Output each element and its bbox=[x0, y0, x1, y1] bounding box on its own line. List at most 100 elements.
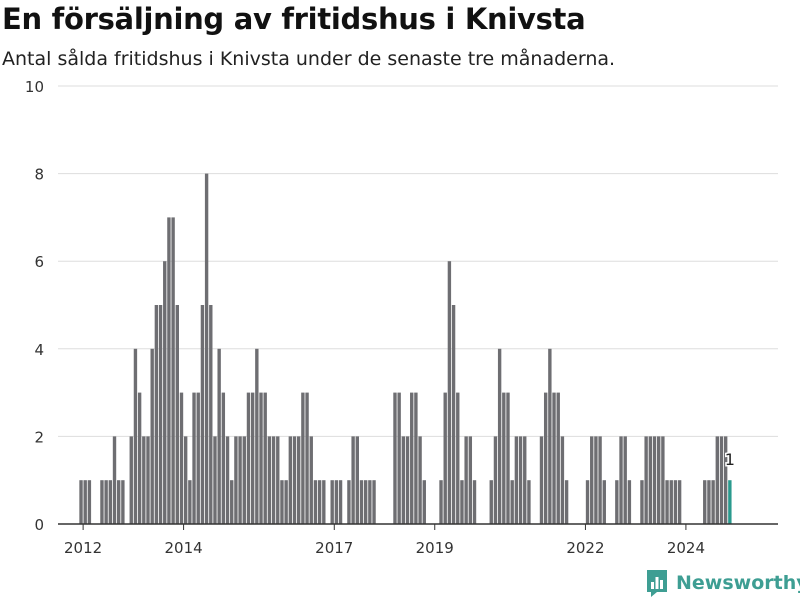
bar bbox=[514, 436, 519, 524]
bar bbox=[179, 392, 184, 524]
bar bbox=[317, 480, 322, 524]
bar bbox=[338, 480, 343, 524]
bar bbox=[133, 348, 138, 524]
bar bbox=[669, 480, 673, 524]
bar bbox=[171, 217, 175, 524]
bar bbox=[280, 480, 284, 524]
bar bbox=[464, 436, 468, 524]
bar bbox=[263, 392, 267, 524]
bar bbox=[255, 348, 259, 524]
bar bbox=[594, 436, 598, 524]
bar bbox=[146, 436, 150, 524]
bar bbox=[502, 392, 506, 524]
newsworthy-logo-icon bbox=[647, 570, 667, 597]
bar bbox=[401, 436, 406, 524]
bar bbox=[259, 392, 263, 524]
newsworthy-brand-name: Newsworthy bbox=[676, 572, 800, 594]
bar bbox=[192, 392, 196, 524]
bar bbox=[598, 436, 602, 524]
bar bbox=[472, 480, 477, 524]
data-label: 1 bbox=[725, 450, 735, 469]
bar bbox=[393, 392, 397, 524]
bar bbox=[723, 436, 728, 524]
bar bbox=[117, 480, 121, 524]
x-tick-label: 2012 bbox=[64, 539, 102, 557]
bar bbox=[363, 480, 368, 524]
bar bbox=[715, 436, 719, 524]
bar bbox=[221, 392, 226, 524]
bar bbox=[489, 480, 493, 524]
bar bbox=[548, 348, 552, 524]
bar bbox=[564, 480, 569, 524]
bar bbox=[104, 480, 108, 524]
bar bbox=[518, 436, 523, 524]
bar bbox=[209, 305, 213, 524]
bar bbox=[217, 348, 221, 524]
bar bbox=[284, 480, 288, 524]
x-tick-label: 2014 bbox=[164, 539, 202, 557]
bar bbox=[640, 480, 644, 524]
bar bbox=[322, 480, 326, 524]
bar bbox=[368, 480, 372, 524]
bar bbox=[297, 436, 301, 524]
bar bbox=[250, 392, 255, 524]
bar bbox=[372, 480, 376, 524]
bar bbox=[556, 392, 560, 524]
bar bbox=[121, 480, 125, 524]
bar bbox=[648, 436, 653, 524]
bar bbox=[108, 480, 113, 524]
bar bbox=[543, 392, 548, 524]
bar bbox=[188, 480, 192, 524]
bar bbox=[602, 480, 606, 524]
bar bbox=[410, 392, 414, 524]
bar bbox=[468, 436, 473, 524]
bar bbox=[627, 480, 632, 524]
y-tick-label: 6 bbox=[34, 253, 44, 271]
bar bbox=[309, 436, 313, 524]
bar bbox=[456, 392, 460, 524]
bar bbox=[523, 436, 527, 524]
bar bbox=[347, 480, 351, 524]
bar bbox=[129, 436, 133, 524]
bar bbox=[163, 261, 167, 524]
bar bbox=[493, 436, 498, 524]
bar bbox=[196, 392, 200, 524]
bar bbox=[276, 436, 280, 524]
bar bbox=[79, 480, 83, 524]
bar bbox=[87, 480, 92, 524]
chart-title: En försäljning av fritidshus i Knivsta bbox=[2, 2, 586, 36]
bar bbox=[154, 305, 159, 524]
bar bbox=[213, 436, 217, 524]
y-tick-label: 0 bbox=[34, 516, 44, 534]
bar bbox=[619, 436, 623, 524]
bar bbox=[673, 480, 678, 524]
bar bbox=[443, 392, 447, 524]
bar bbox=[334, 480, 339, 524]
bar bbox=[183, 436, 188, 524]
y-tick-label: 8 bbox=[34, 166, 44, 184]
bar bbox=[665, 480, 669, 524]
bar bbox=[301, 392, 305, 524]
bar bbox=[661, 436, 665, 524]
bar bbox=[267, 436, 272, 524]
chart-subtitle: Antal sålda fritidshus i Knivsta under d… bbox=[2, 48, 616, 70]
bar bbox=[200, 305, 205, 524]
bar bbox=[414, 392, 418, 524]
bar bbox=[510, 480, 514, 524]
bar bbox=[167, 217, 171, 524]
bar bbox=[175, 305, 179, 524]
bar bbox=[439, 480, 443, 524]
bar bbox=[707, 480, 711, 524]
bar bbox=[460, 480, 464, 524]
bar bbox=[230, 480, 234, 524]
bar bbox=[351, 436, 355, 524]
x-tick-label: 2019 bbox=[416, 539, 454, 557]
bar bbox=[305, 392, 309, 524]
x-tick-label: 2017 bbox=[315, 539, 353, 557]
bar bbox=[292, 436, 297, 524]
bar bbox=[142, 436, 146, 524]
bar bbox=[615, 480, 619, 524]
bar bbox=[657, 436, 661, 524]
x-tick-label: 2024 bbox=[667, 539, 705, 557]
